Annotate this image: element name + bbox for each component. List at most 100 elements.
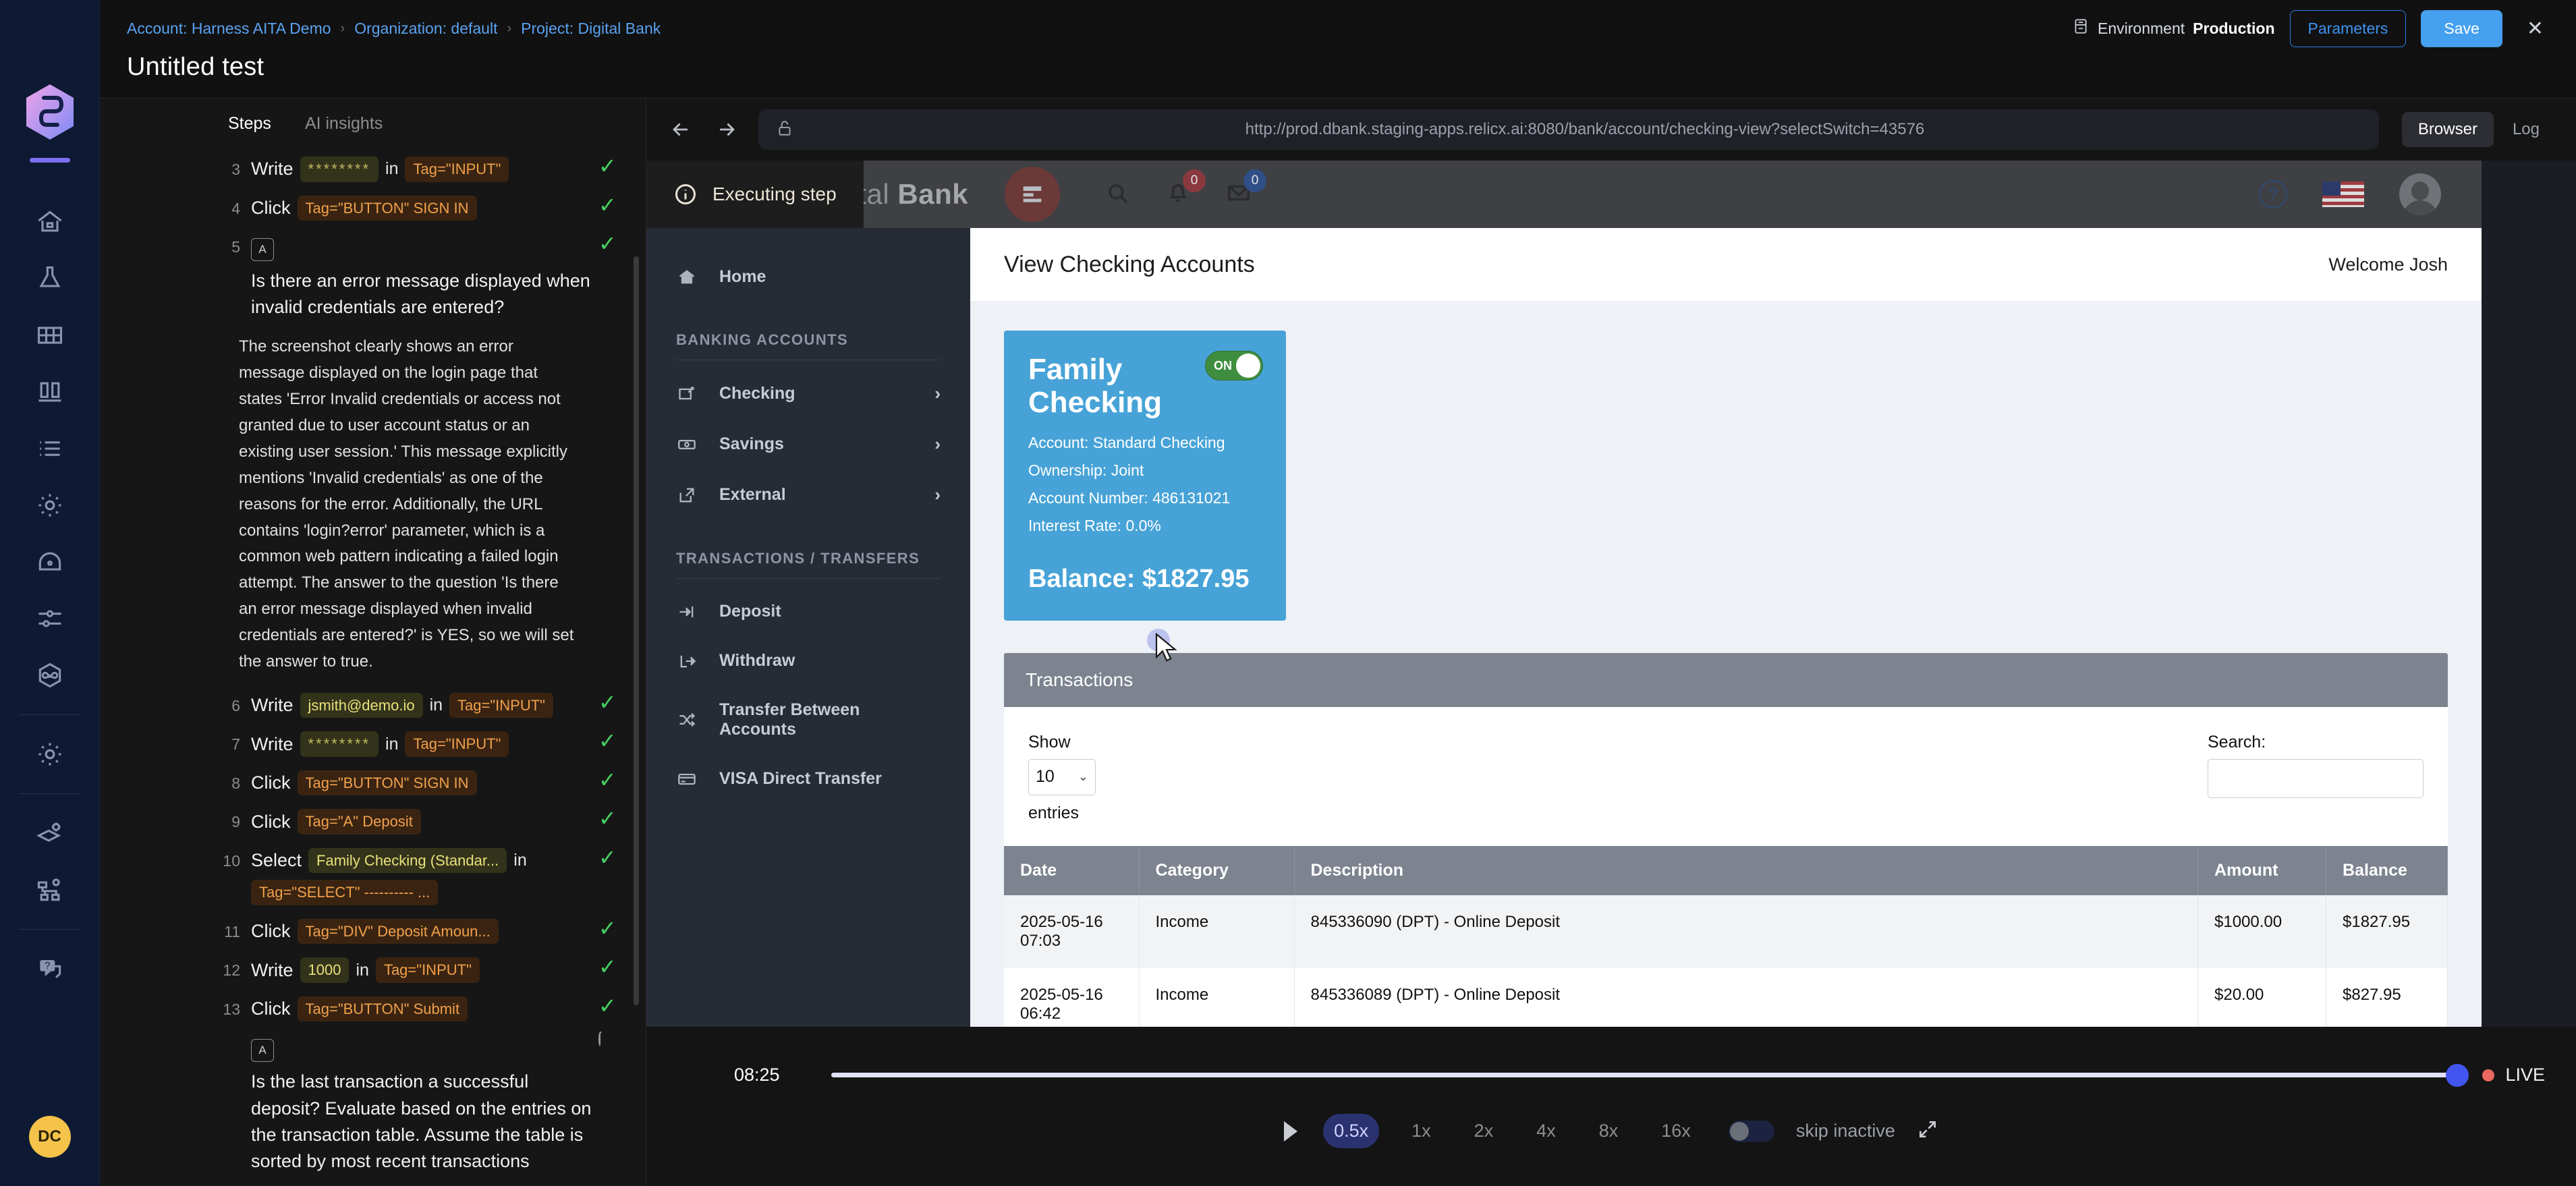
back-arrow-icon[interactable] — [667, 115, 695, 144]
step-note: The screenshot clearly shows an error me… — [239, 337, 574, 671]
speed-16x[interactable]: 16x — [1661, 1121, 1691, 1141]
steps-scrollbar[interactable] — [634, 256, 639, 1006]
tab-steps[interactable]: Steps — [228, 113, 271, 133]
body-row: Steps AI insights 3 Write ******** in Tag="I… — [100, 98, 2576, 1186]
speed-2x[interactable]: 2x — [1474, 1121, 1494, 1141]
shield-user-icon[interactable] — [0, 534, 99, 590]
welcome-text: Welcome Josh — [2328, 254, 2448, 275]
page-title: Untitled test — [127, 53, 264, 81]
user-avatar[interactable]: DC — [28, 1116, 71, 1158]
tab-ai-insights[interactable]: AI insights — [304, 113, 383, 133]
sidebar-item-visa-direct-transfer[interactable]: VISA Direct Transfer — [646, 754, 970, 803]
us-flag-icon[interactable] — [2322, 181, 2364, 208]
sidebar-item-home[interactable]: Home — [646, 252, 970, 302]
step-row[interactable]: A Is the last transaction a successful de… — [215, 1028, 621, 1181]
step-row[interactable]: 10 Select Family Checking (Standar... in Tag… — [215, 841, 621, 912]
list-icon[interactable] — [0, 420, 99, 477]
speed-1x[interactable]: 1x — [1411, 1121, 1431, 1141]
step-row[interactable]: 11 Click Tag="DIV" Deposit Amoun... ✓ — [215, 912, 621, 951]
expand-icon[interactable] — [1917, 1119, 1938, 1143]
page-size-select[interactable]: 10 ⌄ — [1028, 758, 1096, 795]
chevron-down-icon: ⌄ — [1077, 770, 1088, 784]
menu-badge-icon[interactable] — [1005, 167, 1061, 223]
account-card[interactable]: ON Family Checking Account: Standard Che… — [1004, 331, 1286, 621]
table-header-row: Date Category Description Amount Balance — [1004, 845, 2448, 895]
bell-icon[interactable]: 0 — [1165, 169, 1206, 209]
tab-log[interactable]: Log — [2512, 120, 2540, 139]
play-icon[interactable] — [1284, 1121, 1301, 1141]
step-status: ✓ — [598, 691, 621, 714]
grid-icon[interactable] — [0, 307, 99, 364]
step-row[interactable]: 6 Write jsmith@demo.io in Tag="INPUT" ✓ — [215, 686, 621, 725]
step-number: 5 — [231, 238, 240, 256]
step-row[interactable]: 8 Click Tag="BUTTON" SIGN IN ✓ — [215, 764, 621, 803]
bank-header-right: ? — [2259, 173, 2482, 216]
step-row[interactable]: 12 Write 1000 in Tag="INPUT" ✓ — [215, 951, 621, 990]
close-icon[interactable]: ✕ — [2526, 17, 2544, 40]
tab-browser[interactable]: Browser — [2401, 112, 2494, 148]
speed-8x[interactable]: 8x — [1598, 1121, 1619, 1141]
search-input[interactable] — [2208, 758, 2424, 798]
steps-scroll-area[interactable]: 3 Write ******** in Tag="INPUT" ✓ 4 Click Tag="B… — [100, 148, 646, 1186]
home-icon[interactable] — [0, 194, 99, 250]
sliders-icon[interactable] — [0, 590, 99, 647]
question-mark-icon[interactable]: ? — [2259, 180, 2287, 209]
sidebar-item-deposit[interactable]: Deposit — [646, 587, 970, 636]
column-header-date[interactable]: Date — [1004, 845, 1140, 895]
sidebar-item-checking[interactable]: Checking › — [646, 368, 970, 419]
flask-icon[interactable] — [0, 250, 99, 307]
toggle-knob — [1236, 354, 1260, 378]
step-target-chip: Tag="A" Deposit — [297, 809, 421, 835]
bank-header-icons: 0 0 — [1104, 169, 1267, 209]
column-header-balance[interactable]: Balance — [2326, 845, 2448, 895]
layers-gear-icon[interactable] — [0, 805, 99, 862]
column-header-amount[interactable]: Amount — [2197, 845, 2326, 895]
infinity-hexagon-icon[interactable] — [0, 647, 99, 704]
help-chat-icon[interactable]: ? — [0, 940, 99, 997]
check-icon: ✓ — [598, 845, 617, 870]
sidebar-item-withdraw[interactable]: Withdraw — [646, 636, 970, 685]
speed-0_5x[interactable]: 0.5x — [1323, 1114, 1380, 1148]
timeline-scrubber[interactable] — [831, 1063, 2469, 1087]
step-row[interactable]: 13 Click Tag="BUTTON" Submit ✓ — [215, 990, 621, 1029]
breadcrumb-organization[interactable]: Organization: default — [354, 19, 498, 37]
speed-4x[interactable]: 4x — [1536, 1121, 1556, 1141]
step-content: A Is the last transaction a successful de… — [251, 1035, 621, 1175]
table-row[interactable]: 2025-05-16 06:42 Income 845336089 (DPT) - … — [1004, 967, 2448, 1027]
top-header: Account: Harness AITA Demo › Organizatio… — [100, 0, 2576, 57]
save-button[interactable]: Save — [2421, 9, 2502, 47]
user-avatar[interactable] — [2399, 173, 2441, 216]
step-row[interactable]: 9 Click Tag="A" Deposit ✓ — [215, 802, 621, 841]
settings-gear-icon[interactable] — [0, 726, 99, 783]
sidebar-item-savings[interactable]: Savings › — [646, 419, 970, 470]
envelope-icon[interactable]: 0 — [1226, 169, 1267, 209]
rail-divider-2 — [18, 793, 81, 794]
column-header-description[interactable]: Description — [1294, 845, 2198, 895]
network-gear-icon[interactable] — [0, 862, 99, 918]
pillars-icon[interactable] — [0, 364, 99, 420]
skip-inactive-toggle[interactable] — [1728, 1120, 1774, 1142]
parameters-button[interactable]: Parameters — [2289, 9, 2407, 47]
search-icon[interactable] — [1104, 180, 1130, 209]
sidebar-item-external[interactable]: External › — [646, 470, 970, 520]
harness-logo[interactable] — [18, 80, 82, 144]
transaction-category: Income — [1139, 895, 1295, 968]
breadcrumb-project[interactable]: Project: Digital Bank — [521, 19, 661, 37]
scrubber-handle[interactable] — [2446, 1063, 2469, 1087]
step-row[interactable]: 5 A Is there an error message displayed wh… — [215, 227, 621, 327]
step-action: Click — [251, 811, 291, 832]
sidebar-item-transfer-between-accounts[interactable]: Transfer Between Accounts — [646, 685, 970, 754]
breadcrumb: Account: Harness AITA Demo › Organizatio… — [127, 20, 661, 38]
environment-indicator[interactable]: Environment Production — [2072, 18, 2275, 39]
step-row[interactable]: 3 Write ******** in Tag="INPUT" ✓ — [215, 150, 621, 189]
gear-icon[interactable] — [0, 477, 99, 534]
forward-arrow-icon[interactable] — [712, 115, 741, 144]
account-status-toggle[interactable]: ON — [1205, 351, 1263, 381]
step-row[interactable]: 4 Click Tag="BUTTON" SIGN IN ✓ — [215, 189, 621, 228]
breadcrumb-account[interactable]: Account: Harness AITA Demo — [127, 19, 331, 37]
url-bar[interactable]: http://prod.dbank.staging-apps.relicx.ai… — [758, 109, 2379, 150]
step-status: ✓ — [598, 730, 621, 753]
table-row[interactable]: 2025-05-16 07:03 Income 845336090 (DPT) - … — [1004, 895, 2448, 968]
step-row[interactable]: 7 Write ******** in Tag="INPUT" ✓ — [215, 725, 621, 764]
column-header-category[interactable]: Category — [1139, 845, 1295, 895]
